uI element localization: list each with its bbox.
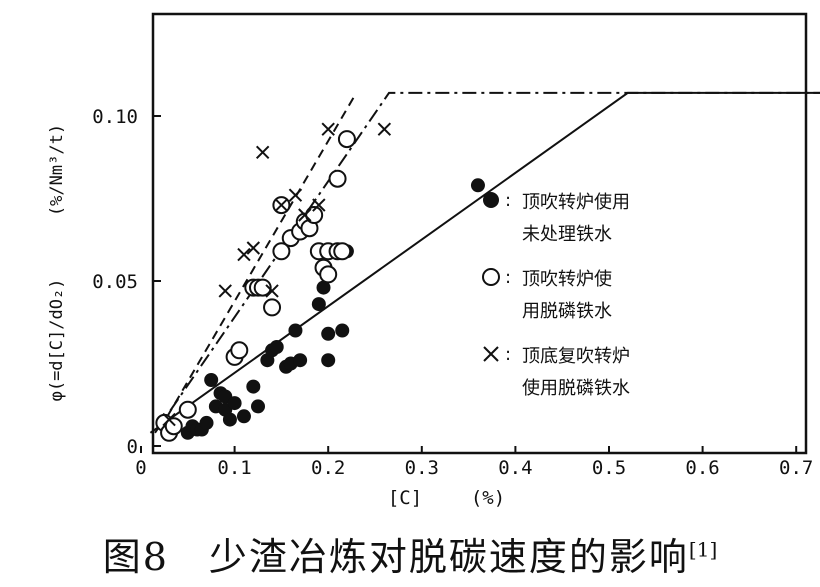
legend-colon: : <box>505 190 511 211</box>
x-tick-label: 0.5 <box>592 457 626 479</box>
caption-reference: [1] <box>688 537 718 562</box>
axis-ticks: 0 0.1 0.2 0.3 0.4 0.5 0.6 0.7 0 0.05 0.10 <box>92 106 813 479</box>
caption-text: 图8 少渣冶炼对脱碳速度的影响 <box>102 535 689 579</box>
legend-label-line: 顶吹转炉使用 <box>522 192 630 213</box>
legend-marker-open-circle <box>482 268 500 286</box>
trend-lines <box>149 91 820 434</box>
point-filled-circle <box>251 399 265 414</box>
legend-colon: : <box>505 344 511 365</box>
point-filled-circle <box>470 178 485 193</box>
legend-colon: : <box>505 267 511 288</box>
point-cross <box>321 122 335 136</box>
x-tick-label: 0.1 <box>217 457 251 479</box>
point-cross <box>312 198 326 212</box>
legend-label-line: 未处理铁水 <box>522 224 612 245</box>
point-cross <box>255 145 270 160</box>
point-cross <box>246 241 261 255</box>
legend: : 顶吹转炉使用 未处理铁水 : 顶吹转炉使 用脱磷铁水 : 顶底复吹转炉 使用… <box>482 190 630 399</box>
x-tick-label: 0.7 <box>779 457 813 479</box>
point-cross <box>288 188 303 202</box>
point-cross <box>265 284 279 298</box>
legend-marker-cross <box>483 346 499 362</box>
point-open-circle <box>178 400 197 419</box>
point-filled-circle <box>288 323 303 338</box>
legend-item-untreated-top-blown: : 顶吹转炉使用 未处理铁水 <box>483 190 630 245</box>
legend-label-line: 顶吹转炉使 <box>522 269 612 290</box>
x-tick-label: 0.2 <box>311 457 345 479</box>
point-cross <box>218 284 232 298</box>
x-tick-label: 0 <box>135 457 146 479</box>
point-open-circle <box>319 265 338 284</box>
trend-line-dashdot <box>154 91 820 434</box>
point-cross <box>237 247 251 262</box>
y-axis-unit: (%/Nm³/t) <box>47 124 67 216</box>
point-filled-circle <box>316 280 331 295</box>
legend-label-line: 顶底复吹转炉 <box>522 346 630 367</box>
point-open-circle <box>230 341 249 360</box>
point-cross <box>274 198 289 212</box>
point-cross <box>377 122 392 136</box>
point-filled-circle <box>236 409 251 424</box>
plot-frame <box>151 12 808 455</box>
point-open-circle <box>272 242 291 261</box>
point-filled-circle <box>269 340 284 354</box>
point-cross <box>162 412 176 427</box>
point-open-circle <box>328 169 347 188</box>
legend-label-line: 使用脱磷铁水 <box>522 378 630 399</box>
point-cross <box>298 208 312 222</box>
point-open-circle <box>337 130 356 149</box>
y-axis-title: φ(=d[C]/dO₂) (%/Nm³/t) <box>47 124 67 401</box>
point-filled-circle <box>311 297 326 312</box>
point-filled-circle <box>227 396 242 411</box>
x-axis-unit: (%) <box>471 487 505 509</box>
legend-item-combined-blown: : 顶底复吹转炉 使用脱磷铁水 <box>483 344 630 399</box>
point-filled-circle <box>321 353 336 368</box>
point-open-circle <box>253 278 272 297</box>
figure-caption: 图8 少渣冶炼对脱碳速度的影响[1] <box>0 526 820 581</box>
trend-line-dashed <box>158 92 358 431</box>
legend-label-line: 用脱磷铁水 <box>522 301 612 322</box>
point-filled-circle <box>321 326 336 341</box>
point-filled-circle <box>246 379 261 394</box>
y-tick-label: 0 <box>127 436 138 458</box>
point-open-circle <box>333 242 352 261</box>
legend-marker-filled-circle <box>483 192 499 208</box>
point-open-circle <box>164 417 183 436</box>
point-filled-circle <box>293 353 308 368</box>
x-tick-label: 0.6 <box>685 457 719 479</box>
y-axis-label: φ(=d[C]/dO₂) <box>47 279 67 402</box>
data-points <box>155 122 485 442</box>
scatter-chart: 0 0.1 0.2 0.3 0.4 0.5 0.6 0.7 0 0.05 0.10 φ(=d[C]/… <box>47 12 820 509</box>
x-axis-label: [C] <box>388 487 422 509</box>
x-tick-label: 0.4 <box>498 457 532 479</box>
x-tick-label: 0.3 <box>405 457 439 479</box>
point-filled-circle <box>204 373 219 387</box>
legend-item-dephos-top-blown: : 顶吹转炉使 用脱磷铁水 <box>482 267 612 322</box>
point-filled-circle <box>222 412 237 427</box>
y-tick-label: 0.05 <box>92 271 138 293</box>
y-tick-label: 0.10 <box>92 106 138 128</box>
point-filled-circle <box>335 323 350 338</box>
point-filled-circle <box>199 415 214 430</box>
point-open-circle <box>263 298 282 317</box>
